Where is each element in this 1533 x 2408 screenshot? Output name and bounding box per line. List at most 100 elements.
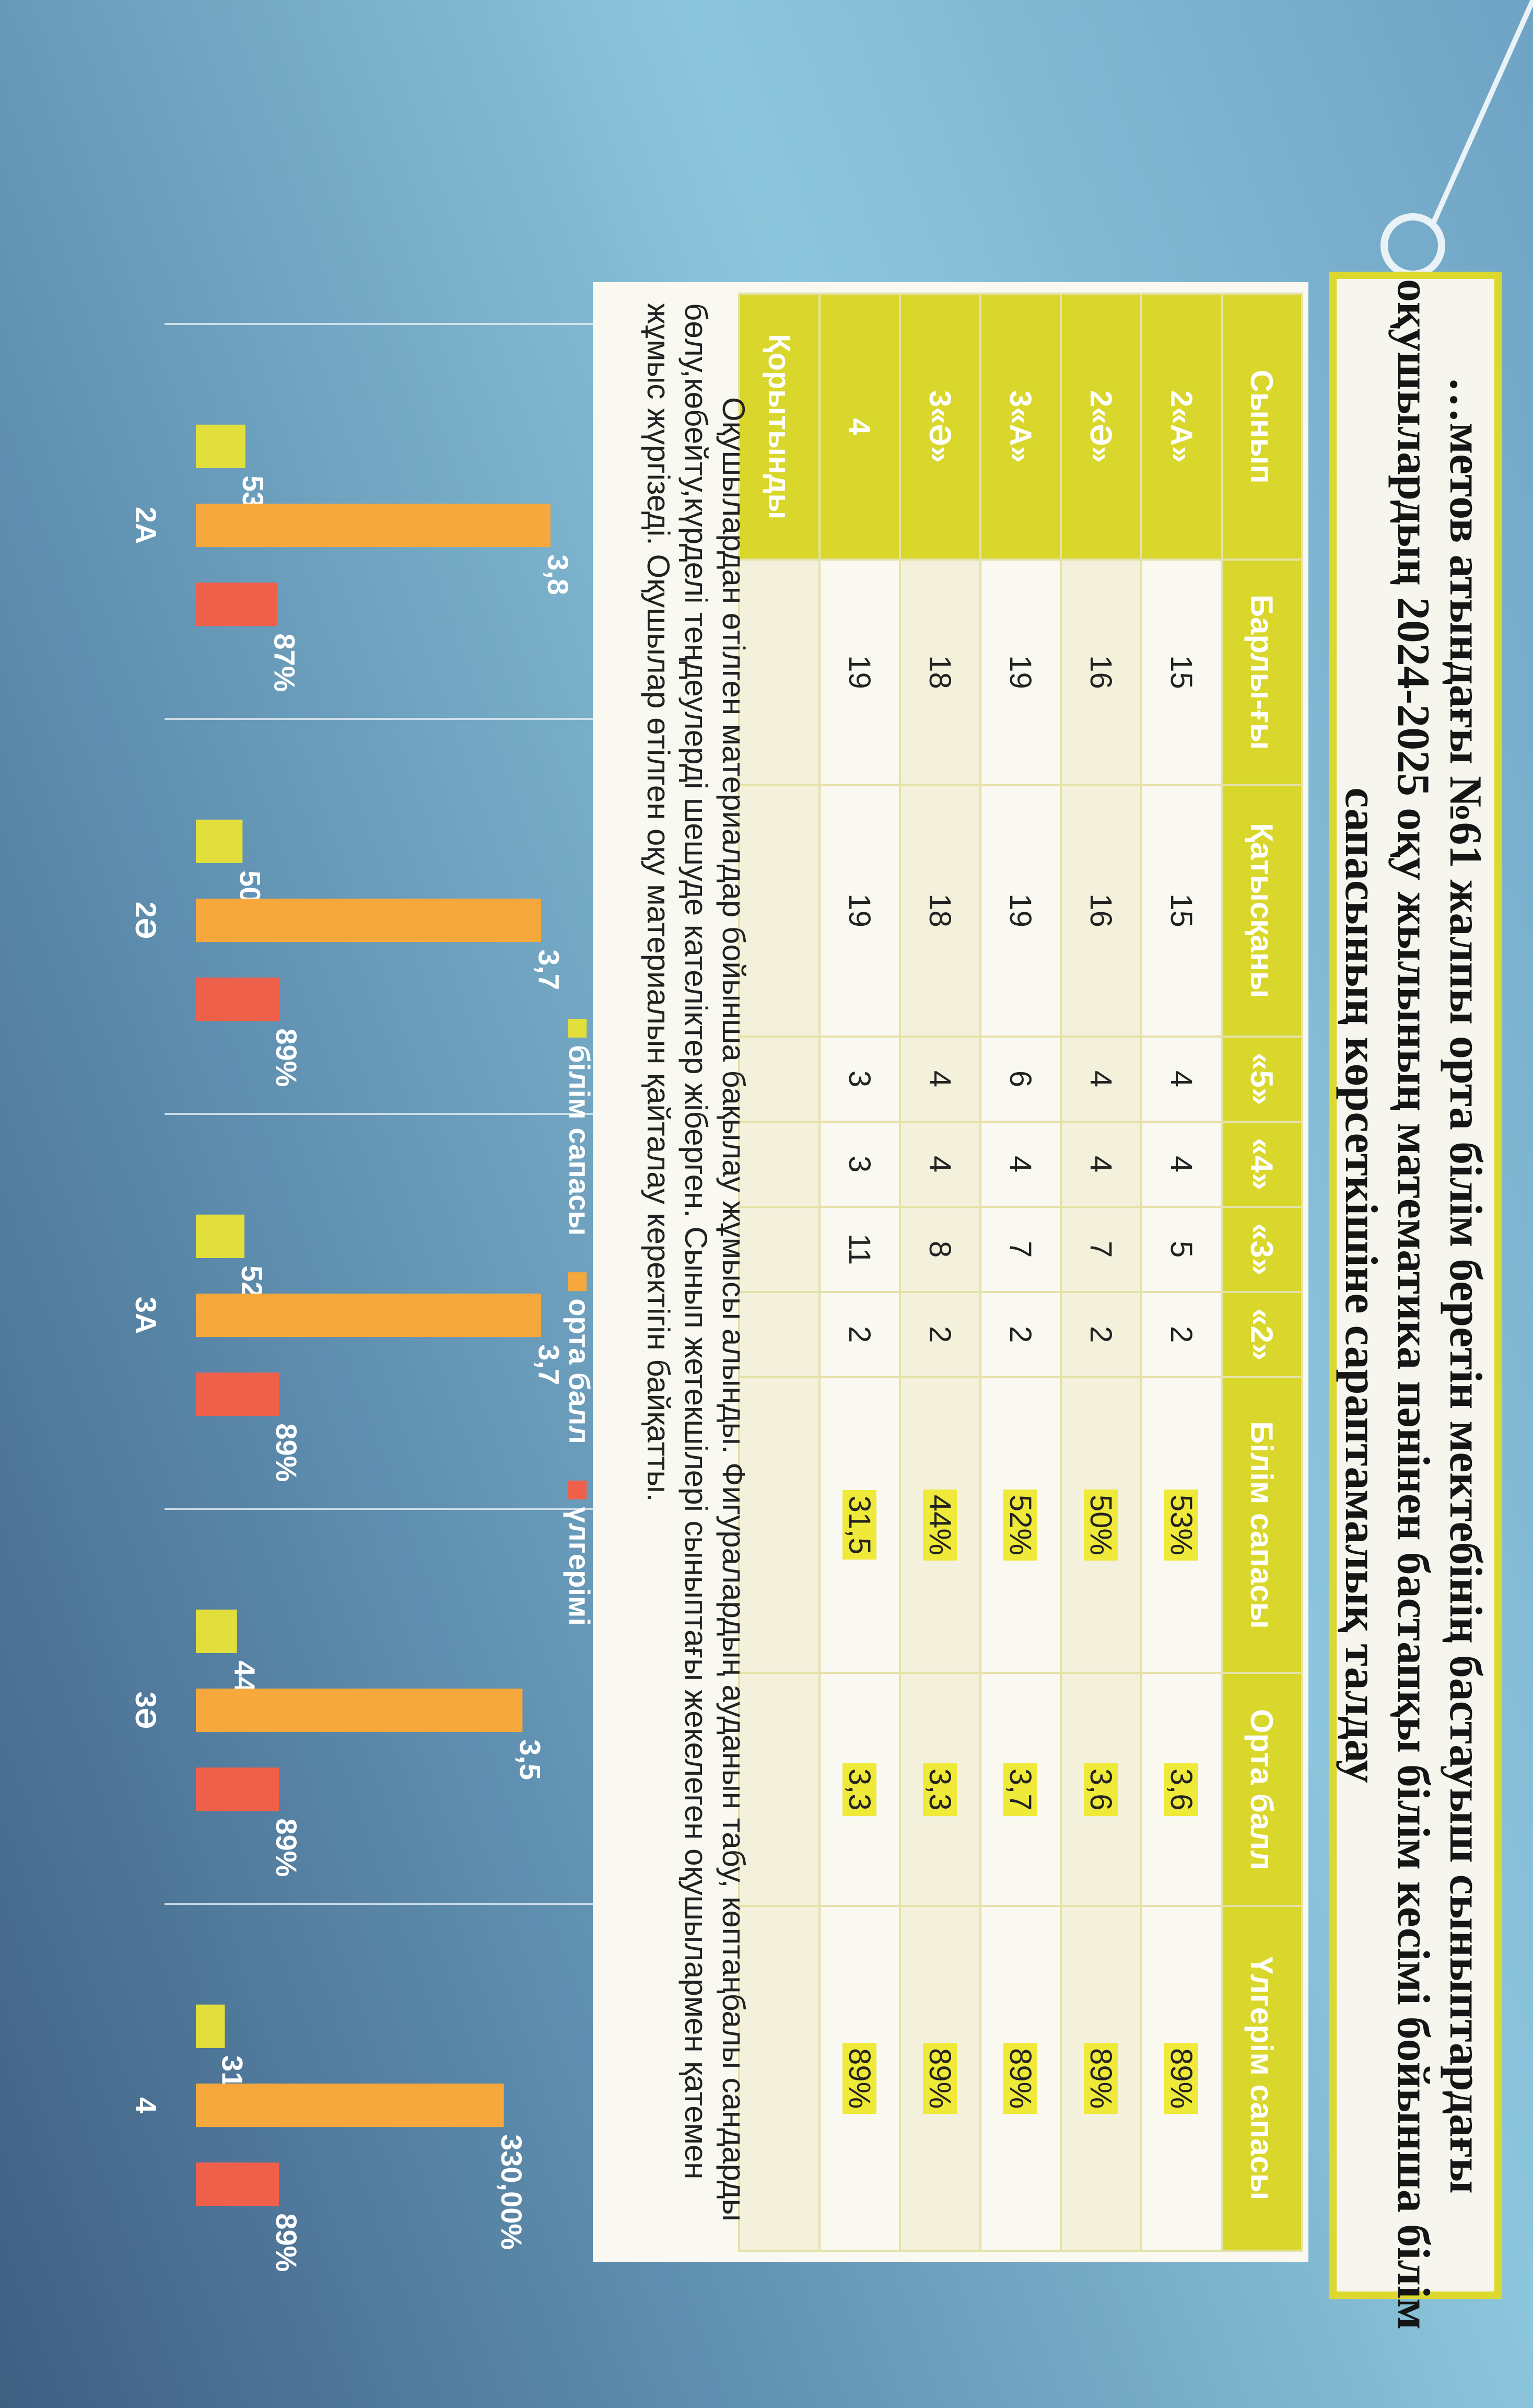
legend-label: білім сапасы: [563, 1045, 596, 1236]
bar: [196, 1214, 244, 1258]
table-cell: 7: [980, 1206, 1061, 1292]
bar: [196, 898, 542, 943]
table-cell: 3: [820, 1121, 900, 1207]
bar: [196, 2004, 225, 2048]
table-cell: 19: [980, 560, 1061, 785]
cell-text: 89%: [923, 2043, 957, 2114]
header-cell: Қатысқаны: [1222, 784, 1302, 1037]
table-cell: 2: [820, 1292, 900, 1377]
table-cell: 19: [980, 784, 1061, 1037]
value-label: 330,00%: [495, 2134, 528, 2250]
bar: [196, 2083, 504, 2127]
table-cell: 3,6: [1061, 1673, 1141, 1906]
table-cell: 2: [1141, 1292, 1222, 1377]
value-label: 87%: [268, 633, 301, 692]
cell-text: 89%: [842, 2043, 877, 2114]
cell-text: 3,6: [1084, 1763, 1118, 1816]
x-tick-label: 4: [130, 2097, 162, 2113]
cell-text: 89%: [1084, 2043, 1118, 2114]
table-cell: 3,3: [820, 1673, 900, 1906]
value-label: 3,8: [542, 554, 575, 595]
table-cell: 53%: [1141, 1377, 1222, 1673]
value-label: 89%: [270, 1818, 303, 1877]
title-box: …метов атындағы №61 жалпы орта білім бер…: [1329, 272, 1502, 2330]
header-cell: Үлгерім сапасы: [1222, 1906, 1302, 2251]
title-line: сапасының көрсеткішіне сараптамалық талд…: [1336, 787, 1386, 1783]
table-cell: 50%: [1061, 1377, 1141, 1673]
table-cell: 89%: [820, 1906, 900, 2251]
table-cell: 8: [900, 1206, 980, 1292]
cell-text: 50%: [1084, 1489, 1118, 1561]
value-label: 89%: [270, 2213, 303, 2272]
table-cell: 16: [1061, 784, 1141, 1037]
header-cell: «4»: [1222, 1121, 1302, 1207]
decor-line: [1431, 0, 1533, 224]
table-cell: 3: [820, 1036, 900, 1122]
bar: [196, 503, 551, 548]
table-cell: 19: [820, 560, 900, 785]
table-cell: 3,3: [900, 1673, 980, 1906]
cell-text: 44%: [923, 1489, 957, 1561]
table-cell: 5: [1141, 1206, 1222, 1292]
cell-text: 89%: [1164, 2043, 1199, 2114]
table-cell: 2«Ә»: [1061, 294, 1141, 560]
x-tick-label: 2Ә: [130, 902, 162, 939]
table-cell: 4: [1141, 1036, 1222, 1122]
content-box: Сынып Барлы-ғы Қатысқаны «5» «4» «3» «2» Білім …: [593, 282, 1308, 2262]
table-cell: 18: [900, 784, 980, 1037]
value-label: 3,7: [532, 1344, 565, 1385]
table-cell: 4: [900, 1121, 980, 1207]
table-cell: 4: [1061, 1036, 1141, 1122]
cell-text: 3,3: [923, 1763, 957, 1816]
x-tick-label: 2А: [130, 507, 162, 544]
cell-text: 52%: [1003, 1489, 1038, 1561]
table-cell: 52%: [980, 1377, 1061, 1673]
bar: [196, 424, 245, 468]
title-line: оқушылардың 2024-2025 оқу жылының матема…: [1388, 279, 1438, 2330]
table-cell: 11: [820, 1206, 900, 1292]
value-label: 89%: [270, 1028, 303, 1087]
table-cell: 2: [900, 1292, 980, 1377]
table-cell: 19: [820, 784, 900, 1037]
table-row: 4 19 19 3 3 11 2 31,5 3,3 89%: [820, 294, 900, 2251]
header-cell: «2»: [1222, 1292, 1302, 1377]
title-line: …метов атындағы №61 жалпы орта білім бер…: [1440, 377, 1491, 2194]
table-cell: 15: [1141, 784, 1222, 1037]
paragraph: Оқушылардан өтілген материалдар бойынша …: [641, 303, 751, 2221]
value-label: 3,5: [514, 1739, 547, 1780]
table-cell: 4: [980, 1121, 1061, 1207]
table-cell: 2«А»: [1141, 294, 1222, 560]
header-cell: Барлы-ғы: [1222, 560, 1302, 785]
legend-label: үлгерімі: [563, 1507, 596, 1626]
legend-swatch: [568, 1272, 587, 1292]
table-cell: 3,6: [1141, 1673, 1222, 1906]
header-row: Сынып Барлы-ғы Қатысқаны «5» «4» «3» «2» Білім …: [1222, 294, 1302, 2251]
bar: [196, 1767, 279, 1811]
table-cell: 89%: [1141, 1906, 1222, 2251]
x-tick-label: 3А: [130, 1297, 162, 1334]
header-cell: Білім сапасы: [1222, 1377, 1302, 1673]
header-cell: Орта балл: [1222, 1673, 1302, 1906]
table-cell: 4: [900, 1036, 980, 1122]
table-cell: 4: [1061, 1121, 1141, 1207]
table-cell: 3«А»: [980, 294, 1061, 560]
legend-swatch: [568, 1480, 587, 1499]
table-cell: 89%: [900, 1906, 980, 2251]
value-label: 89%: [270, 1423, 303, 1482]
legend-label: орта балл: [563, 1298, 596, 1444]
table-cell: 3«Ә»: [900, 294, 980, 560]
cell-text: 3,7: [1003, 1763, 1038, 1816]
bar: [196, 1688, 523, 1732]
table-row: 2«Ә» 16 16 4 4 7 2 50% 3,6 89%: [1061, 294, 1141, 2251]
table-cell: 7: [1061, 1206, 1141, 1292]
header-cell: «5»: [1222, 1036, 1302, 1122]
bar: [196, 1293, 542, 1337]
table-cell: 16: [1061, 560, 1141, 785]
decor-circle: [1380, 213, 1445, 278]
bar: [195, 1609, 237, 1653]
cell-text: 53%: [1164, 1489, 1199, 1561]
table-cell: 4: [820, 294, 900, 560]
x-tick-label: 3Ә: [130, 1692, 162, 1729]
